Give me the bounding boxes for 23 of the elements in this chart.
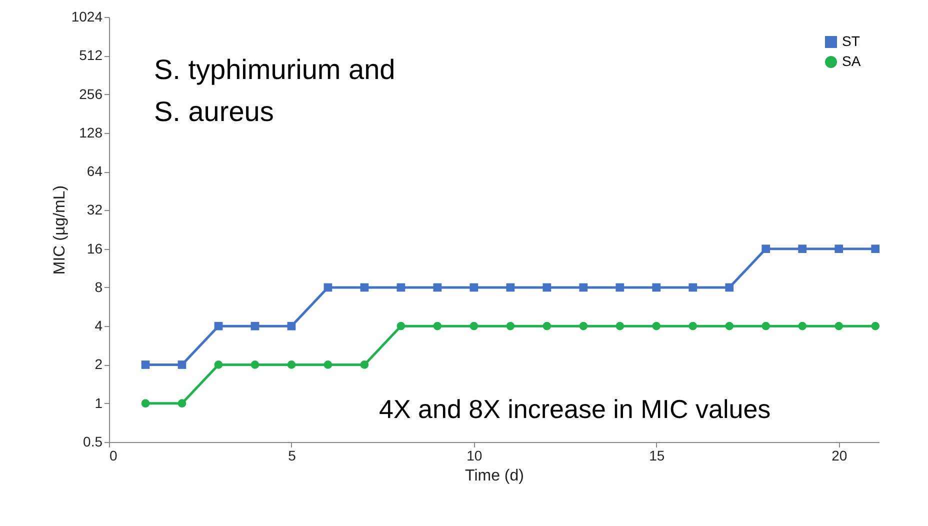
x-tick-label: 10 — [466, 448, 482, 464]
x-tick-label: 15 — [649, 448, 665, 464]
y-tick-label: 4 — [94, 318, 103, 334]
y-tick-label: 64 — [86, 163, 103, 180]
y-axis-title: MIC (µg/mL) — [51, 185, 68, 275]
x-axis-title: Time (d) — [465, 468, 524, 484]
annotation: S. typhimurium and S. aureus — [154, 54, 396, 127]
y-tick-label: 1024 — [71, 8, 103, 24]
legend-label: SA — [842, 53, 862, 69]
y-tick-label: 2 — [94, 356, 103, 372]
x-tick-label: 20 — [832, 448, 848, 464]
y-tick-label: 512 — [79, 47, 103, 64]
y-tick-label: 8 — [94, 278, 103, 295]
x-tick-label: 0 — [110, 448, 118, 464]
y-tick-label: 0.5 — [83, 434, 103, 450]
y-tick-label: 256 — [79, 86, 103, 102]
annotation: 4X and 8X increase in MIC values — [379, 394, 771, 424]
y-tick-label: 16 — [86, 240, 103, 256]
x-tick-label: 5 — [288, 448, 296, 464]
y-tick-label: 1 — [94, 394, 103, 411]
y-tick-label: 32 — [86, 202, 103, 218]
legend-label: ST — [842, 33, 860, 49]
y-tick-label: 128 — [79, 124, 103, 140]
